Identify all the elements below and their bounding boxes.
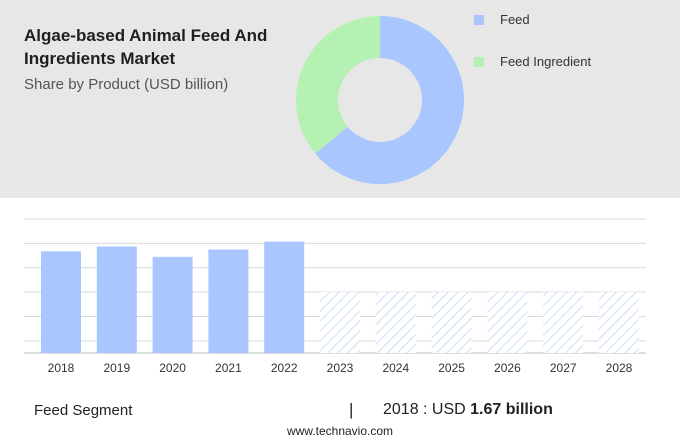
x-tick-label-2023: 2023 [327, 361, 354, 375]
legend-swatch-feed [474, 15, 484, 25]
forecast-bar-2027 [543, 292, 584, 353]
chart-subtitle: Share by Product (USD billion) [24, 76, 229, 93]
source-link[interactable]: www.technavio.com [286, 424, 394, 438]
bar-2020 [152, 256, 193, 353]
highlight-value: 2018 : USD 1.67 billion [383, 401, 553, 419]
legend-label-feed-ingredient: Feed Ingredient [500, 54, 592, 69]
donut-slice-feed-ingredient [296, 15, 380, 154]
bar-chart: 2018 2019 2020 2021 2022 2023 2024 2025 2026 2027… [24, 218, 646, 375]
x-tick-label-2020: 2020 [159, 361, 186, 375]
chart-title: Algae-based Animal Feed And Ingredients … [24, 26, 268, 68]
x-tick-label-2027: 2027 [550, 361, 577, 375]
x-tick-label-2021: 2021 [215, 361, 242, 375]
highlight-amount: 1.67 billion [470, 401, 553, 418]
x-tick-label-2025: 2025 [438, 361, 465, 375]
forecast-bar-2026 [487, 292, 528, 353]
segment-label: Feed Segment [34, 402, 133, 419]
bar-2018 [41, 251, 81, 353]
x-tick-label-2018: 2018 [48, 361, 75, 375]
legend-label-feed: Feed [500, 12, 530, 27]
bar-2019 [96, 246, 137, 353]
donut-chart [296, 15, 464, 184]
bar-2021 [208, 249, 249, 353]
highlight-year: 2018 : USD [383, 401, 471, 418]
x-tick-label-2024: 2024 [382, 361, 409, 375]
x-tick-label-2019: 2019 [103, 361, 130, 375]
bar-2022 [264, 241, 305, 353]
footer-separator: | [349, 400, 354, 419]
x-tick-label-2022: 2022 [271, 361, 298, 375]
donut-slice-feed [315, 16, 464, 184]
x-tick-label-2026: 2026 [494, 361, 521, 375]
x-tick-label-2028: 2028 [606, 361, 633, 375]
forecast-bar-2025 [431, 292, 472, 353]
forecast-bar-2024 [375, 292, 416, 353]
legend-swatch-feed-ingredient [474, 57, 484, 67]
forecast-bar-2028 [599, 292, 639, 353]
forecast-bar-2023 [320, 292, 360, 353]
